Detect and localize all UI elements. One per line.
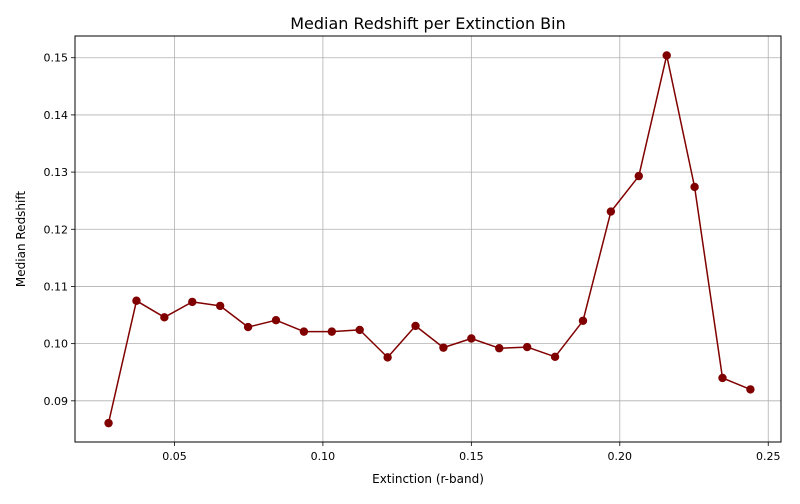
data-point	[215, 301, 225, 311]
line-layer	[107, 54, 751, 424]
data-point	[634, 171, 643, 181]
data-point	[299, 327, 309, 336]
data-point	[383, 353, 392, 362]
data-point	[411, 321, 420, 331]
data-point	[160, 313, 169, 322]
data-point	[662, 51, 671, 60]
data-point	[327, 327, 337, 336]
data-point	[522, 342, 532, 352]
data-point	[606, 207, 616, 216]
y-tick-label: 0.13	[44, 166, 69, 179]
y-tick-label: 0.14	[44, 109, 69, 122]
marker-layer	[104, 51, 755, 428]
x-tick-label: 0.15	[459, 450, 484, 463]
y-tick-label: 0.09	[44, 395, 69, 408]
grid-layer	[75, 36, 781, 442]
y-tick-label: 0.10	[44, 338, 69, 351]
tick-layer: 0.05 0.10 0.15 0.20 0.25 0.09 0.10 0.11 0.12 0.13…	[44, 52, 781, 463]
data-point	[188, 297, 197, 307]
x-tick-label: 0.25	[756, 450, 781, 463]
x-tick-label: 0.20	[608, 450, 633, 463]
y-tick-label: 0.11	[44, 280, 69, 293]
data-point	[132, 296, 141, 305]
data-point	[550, 352, 560, 361]
data-point	[243, 322, 253, 332]
series-line	[107, 54, 751, 424]
x-axis-label: Extinction (r-band)	[372, 472, 484, 486]
x-tick-label: 0.10	[311, 450, 336, 463]
y-tick-label: 0.15	[44, 52, 69, 65]
data-point	[467, 334, 476, 343]
data-point	[690, 182, 699, 192]
data-point	[718, 373, 727, 383]
data-point	[104, 418, 113, 428]
data-point	[355, 325, 364, 335]
plot-frame	[74, 35, 782, 443]
data-point	[439, 343, 448, 352]
data-point	[271, 316, 281, 325]
x-tick-label: 0.05	[162, 450, 187, 463]
data-point	[746, 385, 755, 394]
y-tick-label: 0.12	[44, 223, 69, 236]
data-point	[578, 316, 588, 325]
chart-title: Median Redshift per Extinction Bin	[290, 14, 566, 33]
data-point	[495, 344, 504, 353]
y-axis-label: Median Redshift	[14, 191, 28, 287]
